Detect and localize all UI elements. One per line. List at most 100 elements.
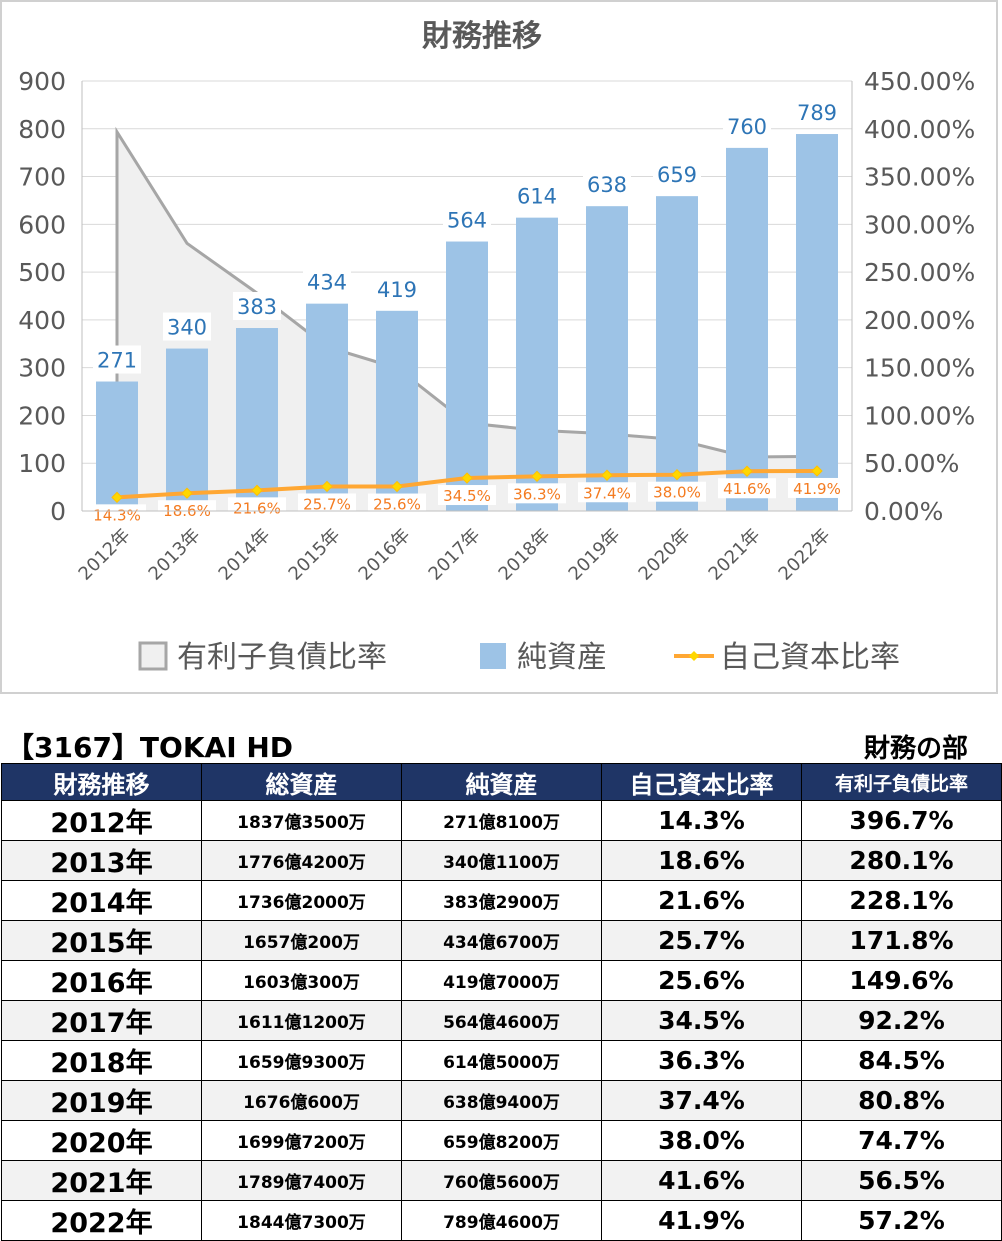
table-cell: 2021年 [1, 1160, 202, 1201]
table-cell: 25.6% [601, 960, 802, 1001]
header-cell: 有利子負債比率 [801, 763, 1002, 801]
y-left-tick-label: 500 [18, 258, 66, 287]
y-right-tick-label: 450.00% [864, 67, 975, 96]
table-cell: 84.5% [801, 1040, 1002, 1081]
table-cell: 2013年 [1, 840, 202, 881]
equity-ratio-marker [461, 472, 473, 484]
bar-data-label: 760 [727, 115, 767, 139]
table-cell: 2014年 [1, 880, 202, 921]
table-cell: 74.7% [801, 1120, 1002, 1161]
table-cell: 396.7% [801, 800, 1002, 841]
table-cell: 638億9400万 [401, 1080, 602, 1121]
bar-label-bg [723, 111, 771, 140]
table-cell: 171.8% [801, 920, 1002, 961]
x-tick-label: 2018年 [495, 525, 555, 585]
line-label-bg [368, 493, 426, 514]
table-cell: 37.4% [601, 1080, 802, 1121]
y-left-tick-label: 400 [18, 306, 66, 335]
line-data-label: 36.3% [513, 485, 561, 503]
table-row: 2021年 1789億7400万 760億5600万 41.6% 56.5% [1, 1160, 1002, 1201]
table-cell: 228.1% [801, 880, 1002, 921]
line-label-bg [158, 500, 216, 521]
table-cell: 1736億2000万 [201, 880, 402, 921]
line-data-label: 34.5% [443, 487, 491, 505]
bar-net-assets [446, 241, 488, 512]
bar-net-assets [166, 348, 208, 511]
bar-net-assets [796, 134, 838, 512]
area-fill-debt-ratio [117, 131, 817, 512]
financial-table: 財務推移 総資産 純資産 自己資本比率 有利子負債比率 2012年 1837億35… [1, 763, 1002, 1241]
x-tick-label: 2022年 [775, 525, 835, 585]
table-cell: 21.6% [601, 880, 802, 921]
line-data-label: 25.7% [303, 495, 351, 513]
y-right-tick-label: 250.00% [864, 258, 975, 287]
x-tick-label: 2014年 [215, 525, 275, 585]
bar-label-bg [373, 274, 421, 303]
bar-data-label: 659 [657, 163, 697, 187]
bar-label-bg [443, 205, 491, 234]
bar-net-assets [656, 196, 698, 511]
table-row: 2018年 1659億9300万 614億5000万 36.3% 84.5% [1, 1040, 1002, 1081]
chart-title: 財務推移 [422, 19, 542, 54]
y-left-tick-label: 600 [18, 210, 66, 239]
bar-data-label: 383 [237, 295, 277, 319]
table-cell: 434億6700万 [401, 920, 602, 961]
y-left-tick-label: 700 [18, 163, 66, 192]
table-cell: 2020年 [1, 1120, 202, 1161]
y-right-tick-label: 300.00% [864, 210, 975, 239]
table-cell: 41.9% [601, 1200, 802, 1241]
table-cell: 1603億300万 [201, 960, 402, 1001]
header-cell: 自己資本比率 [601, 763, 802, 801]
line-data-label: 21.6% [233, 499, 281, 517]
y-left-tick-label: 900 [18, 67, 66, 96]
legend-label: 有利子負債比率 [177, 640, 387, 675]
y-left-tick-label: 100 [18, 449, 66, 478]
bar-net-assets [306, 303, 348, 511]
bar-data-label: 434 [307, 271, 347, 295]
bar-label-bg [793, 98, 841, 127]
equity-ratio-marker [671, 468, 683, 481]
bar-label-bg [583, 170, 631, 199]
table-cell: 419億7000万 [401, 960, 602, 1001]
table-header-row: 財務推移 総資産 純資産 自己資本比率 有利子負債比率 [1, 763, 1002, 801]
table-cell: 789億4600万 [401, 1200, 602, 1241]
bar-label-bg [653, 160, 701, 189]
y-right-tick-label: 200.00% [864, 306, 975, 335]
line-label-bg [508, 483, 566, 504]
line-data-label: 41.9% [793, 480, 841, 498]
table-cell: 271億8100万 [401, 800, 602, 841]
equity-ratio-marker [391, 480, 403, 493]
table-cell: 1659億9300万 [201, 1040, 402, 1081]
line-data-label: 25.6% [373, 496, 421, 514]
table-cell: 1837億3500万 [201, 800, 402, 841]
x-tick-label: 2020年 [635, 525, 695, 585]
bar-net-assets [516, 217, 558, 511]
x-tick-label: 2016年 [355, 525, 415, 585]
bar-net-assets [96, 381, 138, 511]
chart-panel: 財務推移 0 100 200 300 400 500 600 700 800 900 0.00% 50.… [0, 0, 998, 694]
bar-net-assets [236, 328, 278, 511]
table-cell: 1776億4200万 [201, 840, 402, 881]
company-name: 【3167】TOKAI HD [6, 731, 294, 764]
table-cell: 1844億7300万 [201, 1200, 402, 1241]
y-left-tick-label: 200 [18, 401, 66, 430]
x-tick-label: 2015年 [285, 525, 345, 585]
line-label-bg [438, 485, 496, 506]
table-cell: 2022年 [1, 1200, 202, 1241]
table-cell: 149.6% [801, 960, 1002, 1001]
table-cell: 2016年 [1, 960, 202, 1001]
x-tick-label: 2021年 [705, 525, 765, 585]
y-right-tick-label: 350.00% [864, 163, 975, 192]
bar-data-label: 638 [587, 173, 627, 197]
line-label-bg [648, 481, 706, 502]
section-label: 財務の部 [863, 734, 968, 764]
table-row: 2022年 1844億7300万 789億4600万 41.9% 57.2% [1, 1200, 1002, 1241]
table-cell: 1611億1200万 [201, 1000, 402, 1041]
header-cell: 純資産 [401, 763, 602, 801]
bar-data-label: 271 [97, 349, 137, 373]
x-tick-label: 2019年 [565, 525, 625, 585]
equity-ratio-marker [251, 484, 263, 497]
header-cell: 総資産 [201, 763, 402, 801]
legend-marker-equity-ratio [689, 651, 699, 661]
equity-ratio-marker [321, 480, 333, 493]
